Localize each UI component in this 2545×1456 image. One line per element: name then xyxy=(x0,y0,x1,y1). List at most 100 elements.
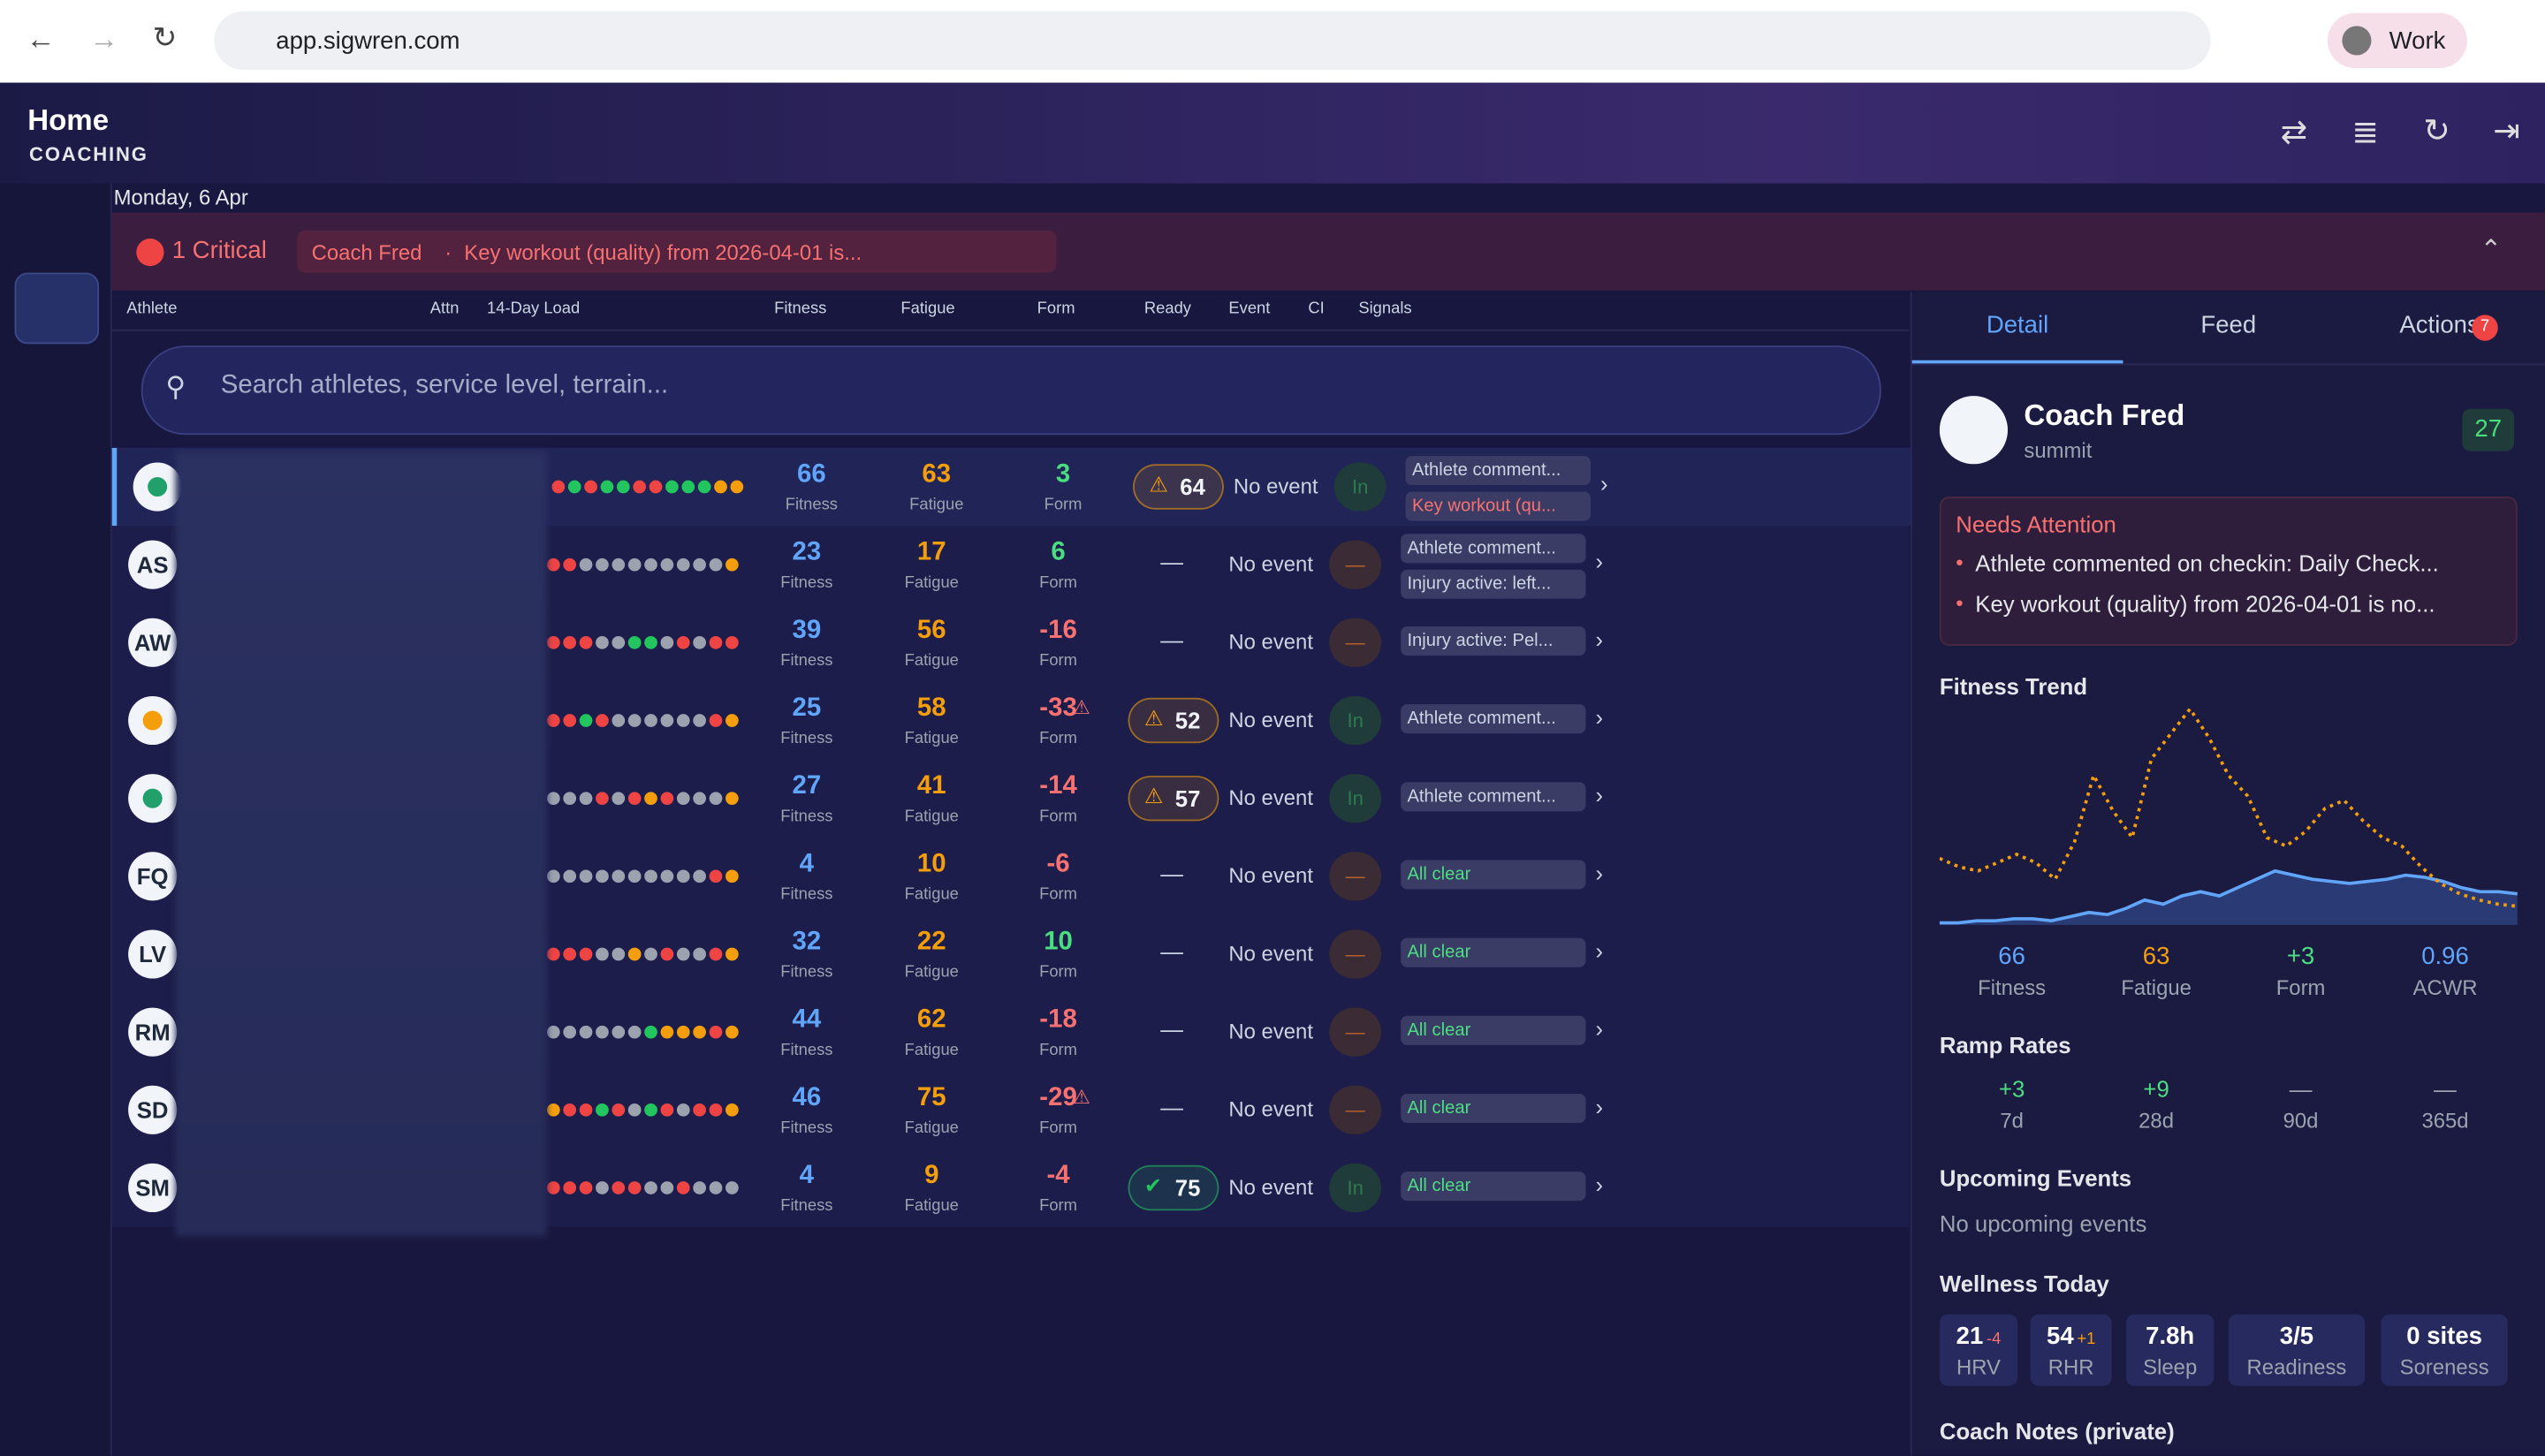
alert-chip[interactable]: Coach Fred · Key workout (quality) from … xyxy=(297,230,1057,273)
fatigue-label: Fatigue xyxy=(904,652,959,671)
alert-bar: 1 Critical Coach Fred · Key workout (qua… xyxy=(111,212,2545,291)
ramp-value: — xyxy=(2289,1075,2313,1103)
athlete-row[interactable]: RM 44 Fitness 62 Fatigue -18 Form — No event — All… xyxy=(112,993,1909,1071)
load-dot xyxy=(660,635,674,649)
fatigue-label: Fatigue xyxy=(904,964,959,982)
load-dot xyxy=(660,1103,674,1117)
fatigue-value: 58 xyxy=(916,694,946,723)
athlete-row[interactable]: AW 39 Fitness 56 Fatigue -16 Form — No event — Inj… xyxy=(112,603,1909,681)
address-bar[interactable]: app.sigwren.com xyxy=(214,11,2211,70)
load-dot xyxy=(697,480,711,494)
fatigue-value: 22 xyxy=(916,928,946,956)
load-dot xyxy=(627,1025,642,1039)
ready-value: 52 xyxy=(1174,707,1201,734)
load-dot xyxy=(546,869,560,883)
fatigue-label: Fatigue xyxy=(904,1197,959,1216)
load-dot xyxy=(644,947,657,961)
column-label[interactable]: Fatigue xyxy=(900,300,955,318)
load-dot xyxy=(596,1025,609,1039)
fatigue-label: Fatigue xyxy=(909,497,964,515)
avatar-icon xyxy=(142,710,163,731)
load-dot xyxy=(546,1181,560,1194)
load-dot xyxy=(660,1025,674,1039)
avatar: FQ xyxy=(128,852,178,901)
load-dot xyxy=(596,557,609,572)
signal-chip: Injury active: Pel... xyxy=(1401,626,1586,656)
athlete-row[interactable]: LV 32 Fitness 22 Fatigue 10 Form — No event — All … xyxy=(112,915,1909,993)
column-label[interactable]: Fitness xyxy=(774,300,827,318)
load-dot xyxy=(709,635,723,649)
athlete-row[interactable]: SD 46 Fitness 75 Fatigue -29 Form ⚠ — No event — Al… xyxy=(112,1071,1909,1149)
fitness-label: Fitness xyxy=(780,730,833,748)
attention-bullet: • xyxy=(1956,550,1964,575)
forward-button[interactable]: → xyxy=(89,22,119,56)
wellness-value: 7.8h xyxy=(2126,1323,2214,1350)
fatigue-value: 62 xyxy=(916,1005,946,1034)
ready-pill: ⚠ 64 xyxy=(1133,464,1224,510)
page-title: Home xyxy=(27,103,110,137)
column-label[interactable]: 14-Day Load xyxy=(487,300,581,318)
column-label[interactable]: Athlete xyxy=(126,300,178,318)
load-dot xyxy=(612,1025,626,1039)
load-dot xyxy=(693,557,706,572)
form-value: 3 xyxy=(1055,460,1071,489)
load-dot xyxy=(660,869,674,883)
athlete-row[interactable]: FQ 4 Fitness 10 Fatigue -6 Form — No event — All c… xyxy=(112,838,1909,915)
event: No event xyxy=(1228,1174,1314,1200)
fitness-label: Fitness xyxy=(780,652,833,671)
column-label[interactable]: Event xyxy=(1228,300,1271,318)
profile-button[interactable]: Work xyxy=(2327,12,2467,69)
form-value: -6 xyxy=(1046,850,1070,878)
load-dot xyxy=(709,1181,723,1194)
load-dot xyxy=(693,792,706,806)
athlete-row[interactable]: AS 23 Fitness 17 Fatigue 6 Form — No event — Athle… xyxy=(112,526,1909,603)
back-button[interactable]: ← xyxy=(26,22,56,56)
column-label[interactable]: Ready xyxy=(1143,300,1191,318)
swap-button[interactable]: ⇄ xyxy=(2280,115,2308,151)
column-label[interactable]: CI xyxy=(1308,300,1325,318)
search-box[interactable]: ⚲ Search athletes, service level, terrai… xyxy=(141,345,1881,436)
nav-active[interactable] xyxy=(14,272,100,345)
wellness-label: Sleep xyxy=(2143,1354,2198,1380)
column-label[interactable]: Signals xyxy=(1358,300,1412,318)
athlete-row[interactable]: 27 Fitness 41 Fatigue -14 Form ⚠ 57 No event In At… xyxy=(112,760,1909,838)
load-dot xyxy=(612,947,626,961)
column-label[interactable]: Attn xyxy=(429,300,460,318)
ci-badge: — xyxy=(1329,618,1382,667)
load-dot xyxy=(546,714,560,727)
critical-dot xyxy=(136,238,164,267)
load-dot xyxy=(726,869,739,883)
ready-value: 64 xyxy=(1180,474,1205,500)
ready-value: 57 xyxy=(1174,785,1201,812)
wellness-number: 0 sites xyxy=(2406,1322,2482,1351)
column-label[interactable]: Form xyxy=(1037,300,1075,318)
wellness-number: 7.8h xyxy=(2146,1322,2195,1351)
load-dot xyxy=(546,947,560,961)
menu-button[interactable]: ≣ xyxy=(2351,115,2380,151)
tab[interactable]: Actions xyxy=(2399,311,2480,339)
load-dot xyxy=(579,1181,593,1194)
logout-button[interactable]: ⇥ xyxy=(2493,113,2521,149)
attention-item: Key workout (quality) from 2026-04-01 is… xyxy=(1975,590,2435,617)
ramp-value: — xyxy=(2434,1075,2457,1103)
athlete-row[interactable]: SM 4 Fitness 9 Fatigue -4 Form ✔ 75 No event In All… xyxy=(112,1149,1909,1226)
ci-badge: In xyxy=(1329,774,1382,823)
load-dot xyxy=(644,714,657,727)
tab-underline xyxy=(1911,360,2123,364)
load-dot xyxy=(596,714,609,727)
collapse-button[interactable]: ⌃ xyxy=(2480,237,2503,265)
reload-button[interactable]: ↻ xyxy=(152,20,178,54)
load-dot xyxy=(644,869,657,883)
tab[interactable]: Feed xyxy=(2200,311,2257,339)
load-dot xyxy=(726,1025,739,1039)
ready-icon: ⚠ xyxy=(1143,784,1164,808)
load-dot xyxy=(596,869,609,883)
ci-badge: In xyxy=(1329,695,1382,746)
athlete-row[interactable]: 25 Fitness 58 Fatigue -33 Form ⚠ ⚠ 52 No event In A… xyxy=(112,681,1909,759)
signal-chip: All clear xyxy=(1401,1093,1586,1124)
form-value: 10 xyxy=(1044,928,1073,956)
alert-separator: · xyxy=(444,239,452,265)
refresh-button[interactable]: ↻ xyxy=(2423,113,2451,149)
detail-panel: Detail Feed Actions 7 Coach Fred summit 27 Need… xyxy=(1910,292,2545,1456)
tab[interactable]: Detail xyxy=(1986,311,2049,339)
